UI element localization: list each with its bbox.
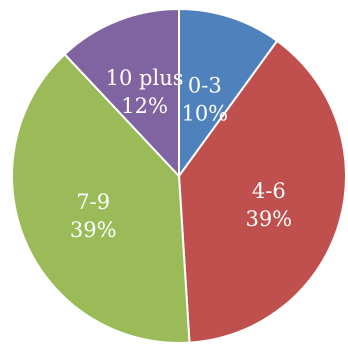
slice-category-label: 7-9 bbox=[76, 190, 110, 214]
slice-category-label: 10 plus bbox=[106, 66, 184, 90]
slice-percent-label: 39% bbox=[245, 207, 292, 231]
slice-percent-label: 39% bbox=[70, 218, 117, 242]
slice-category-label: 4-6 bbox=[252, 179, 286, 203]
pie-slice-3 bbox=[63, 7, 180, 179]
pie-labels: 0-3 10% 4-6 39% 7-9 39% 10 plus 12% bbox=[70, 66, 292, 242]
pie-slice-1 bbox=[177, 39, 348, 344]
pie-slice-0 bbox=[178, 7, 279, 180]
slice-percent-label: 12% bbox=[121, 94, 168, 118]
pie-slice-2 bbox=[10, 52, 191, 344]
slice-percent-label: 10% bbox=[181, 102, 228, 126]
slice-category-label: 0-3 bbox=[188, 74, 222, 98]
pie-slices bbox=[10, 7, 348, 344]
